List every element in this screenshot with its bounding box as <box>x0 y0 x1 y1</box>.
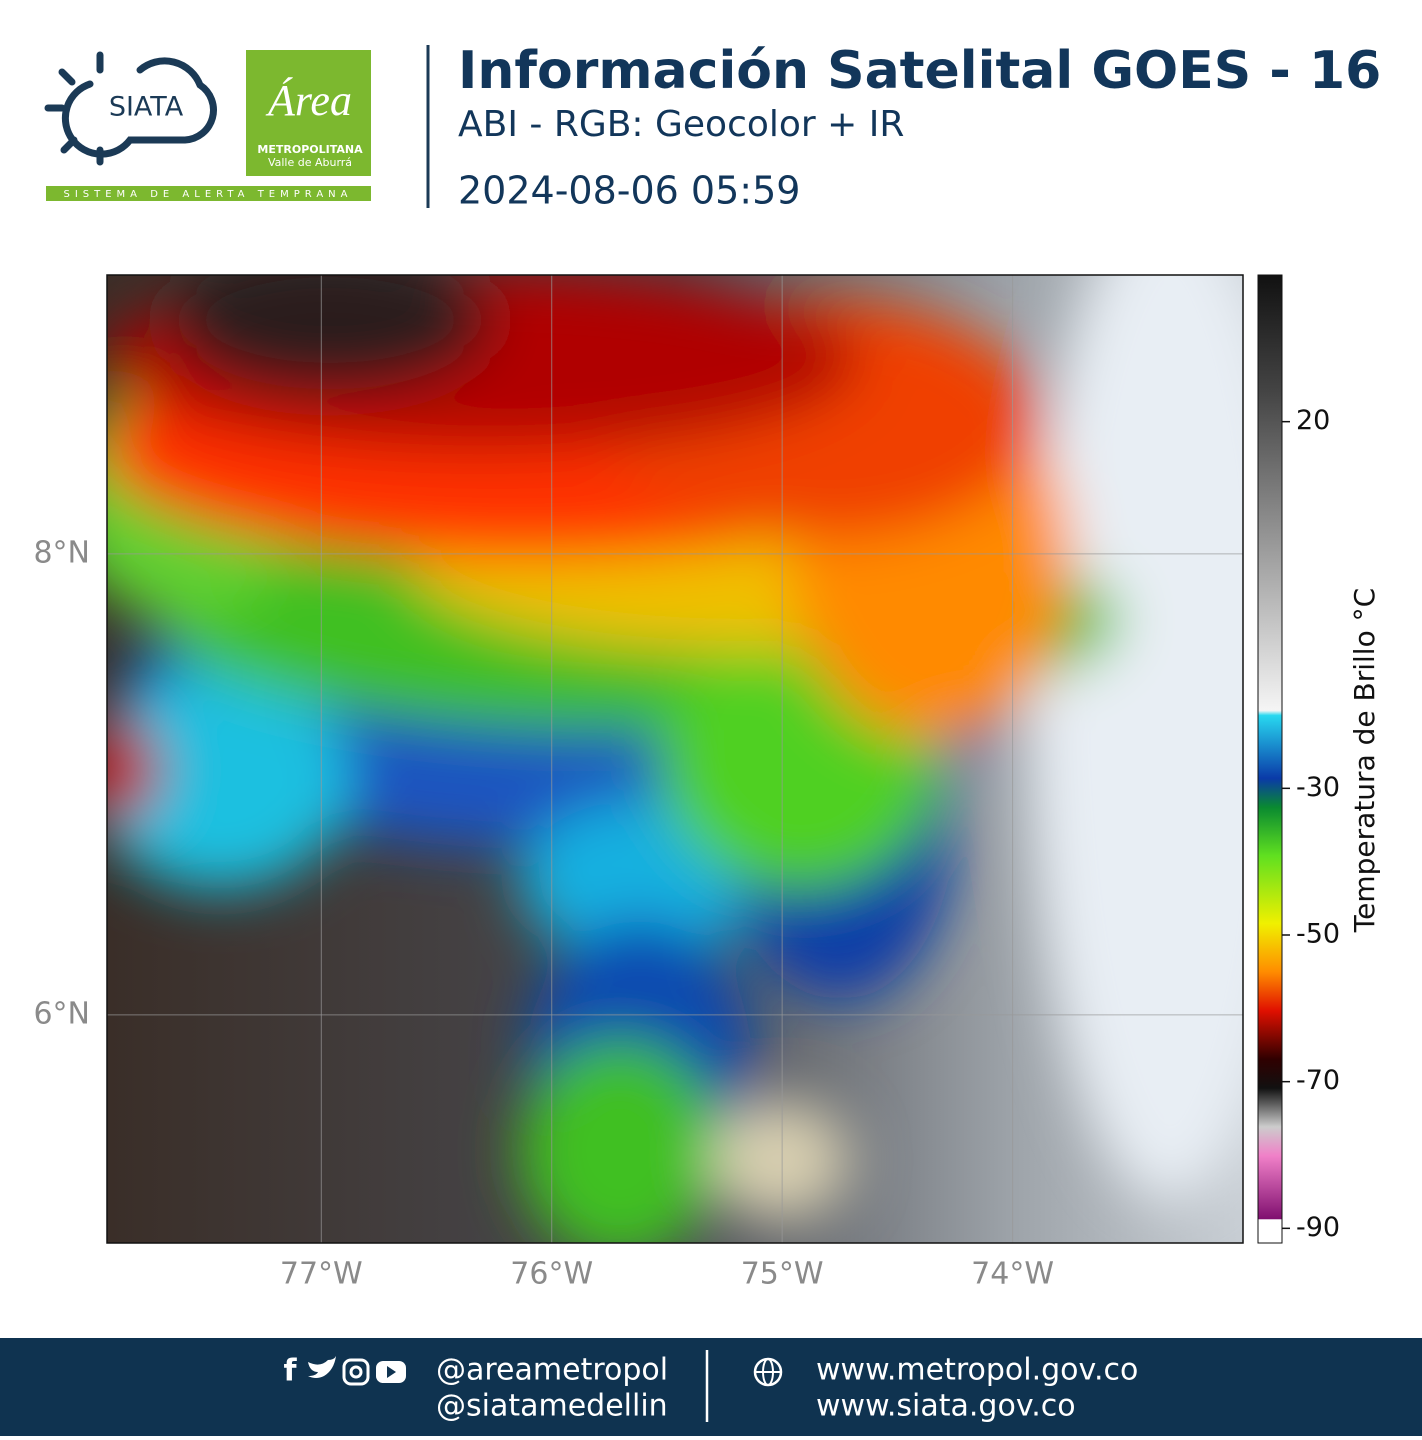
colorbar-tick-label: -30 <box>1296 772 1340 803</box>
handle: @areametropol <box>436 1353 668 1388</box>
colorbar <box>1257 274 1283 1244</box>
colorbar-tick-label: -50 <box>1296 919 1340 950</box>
x-tick-label: 76°W <box>510 1257 593 1292</box>
partner-script: Área <box>265 76 352 125</box>
colorbar-tick-label: 20 <box>1296 405 1330 436</box>
logo-text: SIATA <box>109 92 184 123</box>
datetime: 2024-08-06 05:59 <box>458 169 800 213</box>
y-tick-label: 6°N <box>33 996 90 1031</box>
partner-line2: Valle de Aburrá <box>268 156 352 169</box>
title: Información Satelital GOES - 16 <box>458 41 1381 101</box>
colorbar-label: Temperatura de Brillo °C <box>1348 588 1381 933</box>
siata-logo: SIATA SISTEMA DE ALERTA TEMPRANA Área ME… <box>44 50 371 201</box>
handle: @siatamedellin <box>436 1389 668 1424</box>
x-tick-label: 75°W <box>741 1257 824 1292</box>
x-tick-label: 74°W <box>971 1257 1054 1292</box>
y-tick-label: 8°N <box>33 535 90 570</box>
website: www.metropol.gov.co <box>816 1353 1138 1388</box>
colorbar-tick-label: -70 <box>1296 1065 1340 1096</box>
map-frame <box>106 274 1244 1244</box>
partner-line1: METROPOLITANA <box>257 143 363 156</box>
logo-tagline: SISTEMA DE ALERTA TEMPRANA <box>63 189 352 200</box>
footer <box>0 1338 1422 1436</box>
x-tick-label: 77°W <box>280 1257 363 1292</box>
subtitle: ABI - RGB: Geocolor + IR <box>458 104 904 145</box>
satellite-image <box>107 275 1243 1243</box>
colorbar-tick-label: -90 <box>1296 1212 1340 1243</box>
social-icons: f <box>283 1354 783 1389</box>
website: www.siata.gov.co <box>816 1389 1076 1424</box>
svg-text:f: f <box>283 1354 297 1389</box>
